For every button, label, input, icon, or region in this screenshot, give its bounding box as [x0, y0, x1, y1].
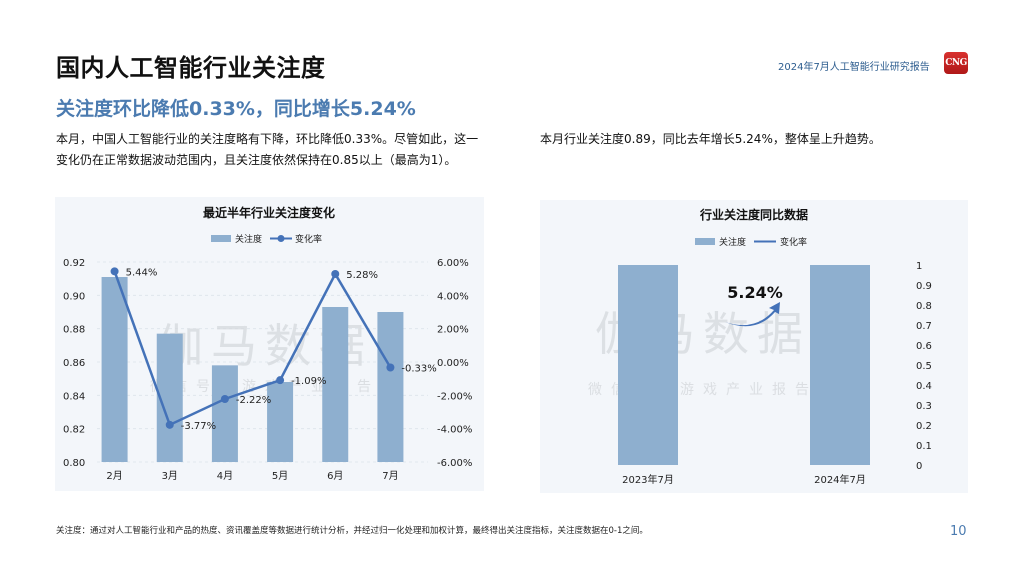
y-right-tick: 0.1	[916, 441, 932, 452]
y-left-tick: 0.86	[63, 358, 85, 369]
y-right-tick: 6.00%	[437, 258, 469, 269]
change-rate-point	[276, 376, 285, 385]
page-number: 10	[950, 524, 967, 539]
y-left-tick: 0.84	[63, 391, 85, 402]
y-left-tick: 0.90	[63, 291, 85, 302]
legend-label-attention: 关注度	[719, 236, 746, 248]
y-right-tick: 0	[916, 461, 922, 472]
change-rate-point	[331, 270, 340, 278]
cng-logo-icon: CNG	[944, 52, 968, 74]
x-tick: 2月	[106, 470, 122, 482]
y-right-tick: 0.00%	[437, 358, 469, 369]
legend-label-change-rate: 变化率	[295, 233, 322, 245]
y-right-tick: 1	[916, 261, 922, 272]
y-right-tick: 0.7	[916, 321, 932, 332]
bar-attention	[101, 277, 128, 462]
change-rate-point	[386, 363, 395, 372]
data-label: -0.33%	[401, 364, 436, 375]
y-left-tick: 0.82	[63, 425, 85, 436]
change-rate-point	[220, 395, 229, 403]
change-rate-line	[113, 270, 392, 427]
x-tick: 4月	[217, 470, 233, 482]
bar-attention	[211, 365, 238, 462]
data-label: -1.09%	[291, 376, 326, 387]
change-rate-point	[165, 420, 174, 429]
legend-marker-icon	[277, 235, 285, 242]
report-name: 2024年7月人工智能行业研究报告	[778, 62, 930, 73]
y-right-tick: 0.4	[916, 381, 932, 392]
legend-bar-swatch-icon	[695, 238, 715, 245]
bar-attention	[618, 265, 678, 465]
footnote: 关注度：通过对人工智能行业和产品的热度、资讯覆盖度等数据进行统计分析，并经过归一…	[56, 526, 648, 536]
y-right-tick: 0.6	[916, 341, 932, 352]
y-right-tick: 0.3	[916, 401, 932, 412]
page-title: 国内人工智能行业关注度	[56, 54, 326, 82]
data-label: 5.28%	[346, 270, 378, 281]
y-right-tick: -2.00%	[437, 391, 472, 402]
y-left-tick: 0.92	[63, 258, 85, 269]
x-tick: 6月	[327, 470, 343, 482]
chart-panel-monthly: 最近半年行业关注度变化关注度 变化率 0.92 0.90 0.88 0.86 0.84 0.8…	[55, 197, 484, 491]
bar-attention	[267, 382, 294, 462]
data-label: -3.77%	[181, 421, 216, 432]
chart-title: 最近半年行业关注度变化	[203, 205, 335, 220]
bar-attention	[322, 307, 349, 462]
legend-label-change-rate: 变化率	[780, 236, 807, 248]
change-rate-point	[110, 267, 119, 276]
y-right-tick: -4.00%	[437, 425, 472, 436]
bar-attention	[810, 265, 870, 465]
x-tick: 5月	[272, 470, 288, 482]
y-left-tick: 0.80	[63, 458, 85, 469]
chart-panel-yoy: 行业关注度同比数据关注度 变化率 1 0.9 0.8 0.7 0.6 0.5 0.4 0.3 0.2…	[540, 200, 968, 493]
x-tick: 3月	[162, 470, 178, 482]
legend-bar-swatch-icon	[211, 235, 231, 242]
x-tick: 2023年7月	[622, 473, 674, 486]
page-subtitle: 关注度环比降低0.33%，同比增长5.24%	[56, 98, 416, 120]
legend-label-attention: 关注度	[235, 233, 262, 245]
y-left-tick: 0.88	[63, 325, 85, 336]
data-label: -2.22%	[236, 395, 271, 406]
y-right-tick: -6.00%	[437, 458, 472, 469]
data-label: 5.44%	[126, 267, 158, 278]
y-right-tick: 0.8	[916, 301, 932, 312]
y-right-tick: 0.2	[916, 421, 932, 432]
chart-title: 行业关注度同比数据	[699, 207, 808, 222]
x-tick: 2024年7月	[814, 473, 866, 486]
summary-right: 本月行业关注度0.89，同比去年增长5.24%，整体呈上升趋势。	[540, 132, 881, 146]
growth-arrow-icon	[725, 302, 780, 327]
y-right-tick: 4.00%	[437, 291, 469, 302]
yoy-growth-label: 5.24%	[727, 283, 783, 302]
y-right-tick: 0.9	[916, 281, 932, 292]
y-right-tick: 0.5	[916, 361, 932, 372]
y-right-tick: 2.00%	[437, 325, 469, 336]
bar-attention	[377, 312, 404, 462]
x-tick: 7月	[382, 470, 398, 482]
summary-left: 本月，中国人工智能行业的关注度略有下降，环比降低0.33%。尽管如此，这一变化仍…	[56, 132, 479, 167]
